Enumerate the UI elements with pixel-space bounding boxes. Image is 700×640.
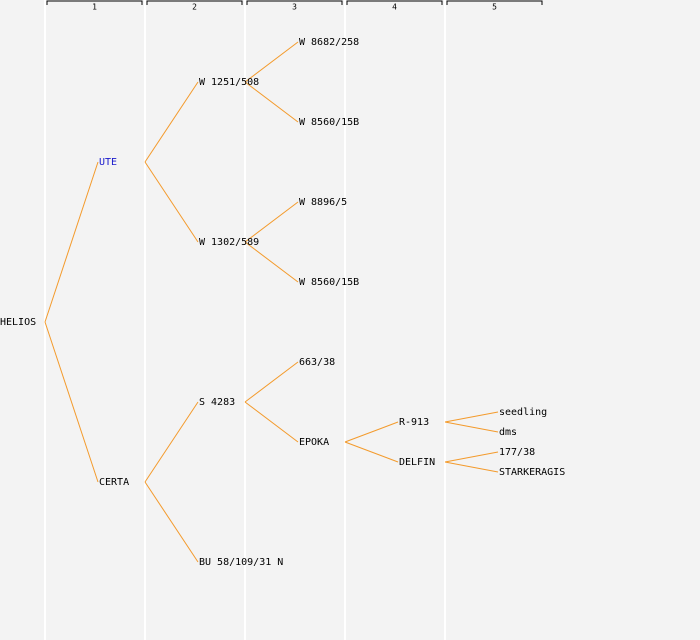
node-label[interactable]: seedling — [499, 407, 547, 418]
edge — [244, 201, 299, 243]
edge — [344, 441, 399, 463]
node-label[interactable]: W 8560/15B — [299, 117, 359, 128]
edge — [144, 161, 199, 243]
column-bracket — [446, 0, 543, 5]
column-bracket — [146, 0, 243, 5]
column-header: 4 — [392, 3, 397, 12]
node-label[interactable]: W 8560/15B — [299, 277, 359, 288]
edge — [344, 421, 399, 443]
node-label[interactable]: BU 58/109/31 N — [199, 557, 283, 568]
node-label[interactable]: CERTA — [99, 477, 129, 488]
edge — [244, 41, 299, 83]
node-label[interactable]: UTE — [99, 157, 117, 168]
edge — [444, 411, 499, 423]
edge — [244, 401, 299, 443]
edge — [144, 481, 199, 563]
node-label[interactable]: W 8682/258 — [299, 37, 359, 48]
edge — [444, 451, 499, 463]
node-label[interactable]: dms — [499, 427, 517, 438]
column-bracket — [346, 0, 443, 5]
column-header: 5 — [492, 3, 497, 12]
edge — [44, 321, 99, 483]
node-label[interactable]: S 4283 — [199, 397, 235, 408]
node-label[interactable]: 177/38 — [499, 447, 535, 458]
edge — [144, 81, 199, 163]
node-label[interactable]: W 1251/508 — [199, 77, 259, 88]
node-label[interactable]: W 1302/589 — [199, 237, 259, 248]
column-bracket — [246, 0, 343, 5]
edge — [244, 81, 299, 123]
edge — [244, 361, 299, 403]
edge — [244, 241, 299, 283]
node-label: HELIOS — [0, 317, 36, 328]
edge — [44, 161, 99, 323]
edge — [144, 401, 199, 483]
node-label[interactable]: 663/38 — [299, 357, 335, 368]
column-bracket — [46, 0, 143, 5]
node-label[interactable]: R-913 — [399, 417, 429, 428]
column-header: 1 — [92, 3, 97, 12]
edge — [444, 421, 499, 433]
node-label[interactable]: W 8896/5 — [299, 197, 347, 208]
column-header: 2 — [192, 3, 197, 12]
node-label[interactable]: STARKERAGIS — [499, 467, 565, 478]
column-header: 3 — [292, 3, 297, 12]
node-label[interactable]: EPOKA — [299, 437, 329, 448]
edge — [444, 461, 499, 473]
node-label[interactable]: DELFIN — [399, 457, 435, 468]
